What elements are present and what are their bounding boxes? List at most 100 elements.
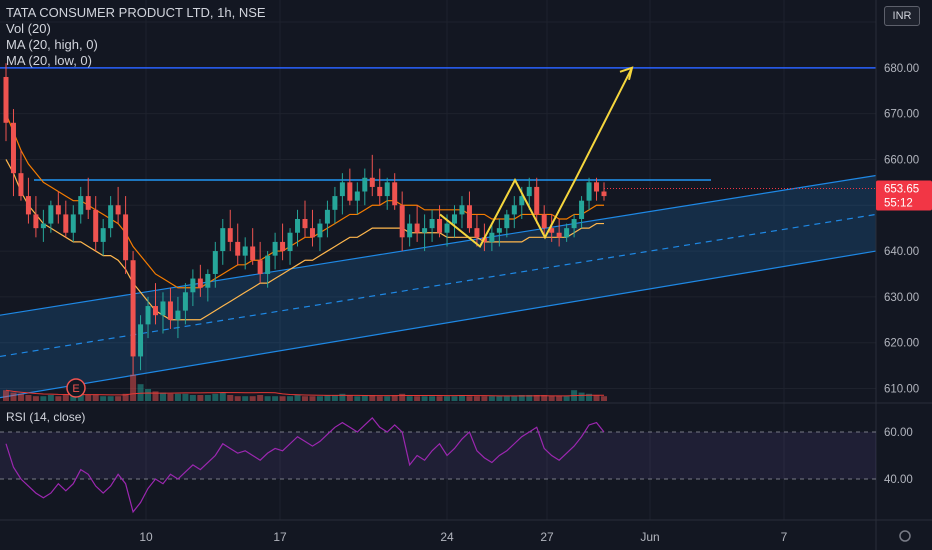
candle-body: [511, 205, 517, 215]
volume-bar: [3, 390, 9, 401]
candle-body: [272, 241, 278, 256]
price-tick-label: 670.00: [884, 109, 919, 121]
candle-body: [115, 205, 121, 215]
volume-bar: [137, 384, 144, 401]
price-tag-box: [876, 180, 932, 211]
candle-body: [579, 200, 585, 219]
candle-body: [295, 218, 301, 233]
candle: [407, 214, 413, 247]
volume-bar: [294, 395, 301, 401]
candle-body: [556, 232, 562, 238]
candle-body: [287, 232, 293, 252]
volume-bar: [376, 396, 383, 401]
channel-lower-line: [0, 250, 877, 399]
candle: [78, 186, 84, 224]
candle: [452, 205, 457, 238]
volume-indicator-label[interactable]: Vol (20): [6, 21, 51, 36]
earnings-marker: E: [66, 378, 86, 398]
candle: [25, 177, 31, 224]
candle-body: [265, 255, 271, 274]
candle: [496, 218, 502, 247]
volume-bar: [593, 395, 600, 401]
candle-body: [362, 177, 368, 192]
volume-bar: [32, 396, 39, 401]
volume-bar: [399, 393, 406, 401]
candle-body: [534, 186, 540, 215]
candle: [399, 191, 405, 252]
volume-bar: [444, 396, 451, 401]
volume-bar: [556, 396, 563, 401]
currency-button[interactable]: INR: [884, 6, 920, 26]
volume-bar: [55, 396, 62, 401]
volume-bars: [3, 374, 607, 401]
volume-bar: [107, 396, 114, 401]
volume-bar: [541, 395, 548, 401]
volume-bar: [234, 396, 241, 401]
volume-bar: [25, 395, 32, 401]
candle: [93, 196, 99, 252]
candle-body: [100, 228, 106, 242]
candle: [474, 214, 480, 247]
volume-bar: [182, 393, 189, 401]
volume-bar: [316, 396, 323, 401]
candle-body: [130, 260, 136, 357]
candle: [212, 241, 218, 288]
candle: [138, 315, 144, 371]
candle: [70, 205, 76, 242]
candle: [534, 177, 540, 224]
candle: [63, 200, 69, 238]
symbol-title[interactable]: TATA CONSUMER PRODUCT LTD, 1h, NSE: [6, 5, 266, 20]
candle: [541, 205, 547, 238]
candle: [377, 168, 383, 206]
candle-body: [10, 122, 16, 174]
candle: [354, 182, 360, 215]
candle-body: [302, 218, 308, 229]
volume-bar: [458, 395, 465, 401]
candle-body: [235, 241, 241, 256]
ma-low-indicator-label[interactable]: MA (20, low, 0): [6, 53, 92, 68]
ma-high-indicator-label[interactable]: MA (20, high, 0): [6, 37, 98, 52]
candle: [145, 296, 151, 339]
candle: [601, 182, 607, 201]
candle-body: [250, 246, 256, 261]
candle: [160, 292, 166, 334]
volume-bar: [92, 395, 99, 401]
time-tick-label: 7: [781, 530, 788, 544]
candle: [422, 214, 428, 252]
candle-body: [369, 177, 375, 187]
candle-body: [160, 301, 166, 316]
candle: [115, 186, 121, 224]
candle: [556, 218, 562, 247]
candle-body: [339, 182, 345, 197]
candle: [414, 205, 420, 242]
candle-body: [40, 223, 46, 229]
candle: [33, 196, 39, 238]
volume-bar: [488, 396, 495, 401]
volume-bar: [212, 393, 219, 401]
rsi-indicator-label[interactable]: RSI (14, close): [6, 410, 86, 424]
candle-body: [309, 228, 315, 238]
channel: [0, 174, 877, 399]
volume-bar: [77, 393, 84, 401]
candle-body: [153, 306, 158, 316]
candles: [3, 63, 607, 375]
candle: [130, 251, 136, 375]
candle-body: [175, 310, 181, 320]
price-tick-label: 620.00: [884, 338, 919, 350]
volume-bar: [429, 396, 436, 401]
candle: [40, 209, 46, 242]
volume-bar: [339, 393, 346, 401]
volume-bar: [331, 395, 338, 401]
candle-body: [212, 251, 218, 274]
candle: [48, 200, 54, 233]
candle: [287, 228, 293, 265]
candle: [579, 196, 585, 229]
candle-body: [407, 223, 413, 238]
candle: [272, 232, 278, 270]
time-tick-label: Jun: [640, 530, 659, 544]
chart-legend: TATA CONSUMER PRODUCT LTD, 1h, NSE Vol (…: [6, 5, 266, 69]
settings-icon[interactable]: [899, 530, 911, 542]
volume-bar: [466, 396, 473, 401]
candle: [220, 218, 226, 265]
